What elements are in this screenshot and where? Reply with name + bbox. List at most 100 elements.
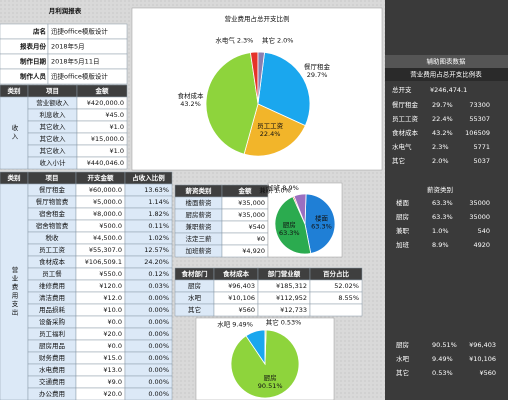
cell-text: ¥120.0 bbox=[99, 282, 122, 290]
aux-text: 总开支 bbox=[392, 85, 412, 94]
info-label: 制作人员 bbox=[20, 72, 47, 81]
cell-text: 其它收入 bbox=[40, 134, 67, 143]
aux-text: 楼面 bbox=[396, 198, 410, 207]
cell-text: 24.20% bbox=[144, 258, 169, 266]
report-title: 月利润报表 bbox=[48, 6, 82, 15]
aux-text: 106509 bbox=[465, 129, 490, 137]
aux-text: 2.3% bbox=[432, 143, 449, 151]
aux-text: 厨房 bbox=[396, 340, 409, 349]
aux-text: 63.3% bbox=[432, 199, 453, 207]
slice-value: 8.9% bbox=[282, 184, 299, 192]
cell-text: ¥440,046.0 bbox=[87, 159, 124, 167]
slice-label: 员工工资 bbox=[257, 121, 284, 130]
aux-text: 餐厅租金 bbox=[392, 100, 419, 109]
slice-label: 加班 8.9% bbox=[267, 183, 299, 192]
cell-text: ¥550.0 bbox=[99, 270, 122, 278]
cell-text: 维修费用 bbox=[39, 281, 65, 290]
category-text: 营业费用支出 bbox=[10, 265, 18, 317]
cell-text: ¥420,000.0 bbox=[87, 99, 124, 107]
slice-name: 加班 bbox=[267, 183, 281, 192]
cell-text: ¥4,500.0 bbox=[93, 234, 122, 242]
cell-text: 税收 bbox=[46, 233, 60, 242]
cell-text: 厨房 bbox=[188, 281, 201, 290]
cell-text: ¥185,312 bbox=[276, 282, 307, 290]
cell-text: 0.00% bbox=[148, 354, 169, 362]
cell-text: 12.57% bbox=[144, 246, 169, 254]
aux-text: 厨房 bbox=[396, 212, 409, 221]
info-label: 制作日期 bbox=[20, 57, 47, 66]
aux-text: 薪资类别 bbox=[427, 185, 453, 194]
cell-text: 水电费用 bbox=[39, 365, 65, 374]
cell-text: 0.00% bbox=[148, 390, 169, 398]
aux-text: 加班 bbox=[396, 240, 410, 249]
cell-text: ¥35,000 bbox=[238, 199, 265, 207]
aux-text: 55307 bbox=[469, 115, 490, 123]
info-value: 2018年5月 bbox=[51, 42, 85, 51]
cell-text: 员工工资 bbox=[39, 245, 66, 254]
cell-text: ¥500.0 bbox=[99, 222, 122, 230]
cell-text: 0.00% bbox=[148, 366, 169, 374]
cell-text: ¥1.0 bbox=[110, 147, 124, 155]
aux-text: 水电气 bbox=[392, 142, 412, 151]
chart-title: 营业费用占总开支比例 bbox=[225, 14, 290, 23]
slice-label: 厨房 bbox=[283, 220, 296, 229]
slice-value: 90.51% bbox=[258, 382, 283, 390]
pie-slice bbox=[257, 51, 311, 127]
cell-text: 1.14% bbox=[148, 198, 169, 206]
pie-slice bbox=[304, 193, 336, 254]
cell-text: 其它收入 bbox=[40, 122, 67, 131]
aux-text: 5037 bbox=[473, 157, 490, 165]
cell bbox=[309, 303, 363, 317]
cell-text: ¥12,733 bbox=[280, 306, 307, 314]
pie-slice bbox=[243, 103, 306, 157]
aux-text: 90.51% bbox=[432, 341, 457, 349]
cell-text: 餐厅租金 bbox=[39, 185, 66, 194]
cell-text: 0.00% bbox=[148, 294, 169, 302]
header-text: 占收入比例 bbox=[132, 173, 165, 182]
info-label: 店名 bbox=[33, 27, 46, 36]
cell-text: ¥20.0 bbox=[103, 390, 122, 398]
header-text: 项目 bbox=[46, 86, 59, 95]
cell-text: 用品损耗 bbox=[39, 305, 66, 314]
pie-slice bbox=[205, 52, 259, 155]
cell-text: 0.00% bbox=[148, 306, 169, 314]
cell-text: 1.82% bbox=[148, 210, 169, 218]
aux-text: 8.9% bbox=[432, 241, 449, 249]
header-text: 类别 bbox=[8, 173, 22, 182]
info-value: 迅捷office模版设计 bbox=[51, 72, 108, 81]
aux-text: 其它 bbox=[396, 368, 409, 377]
cell-text: 食材成本 bbox=[39, 257, 66, 266]
slice-value: 63.3% bbox=[311, 223, 332, 231]
slice-label: 其它 2.0% bbox=[262, 36, 294, 45]
cell-text: 0.00% bbox=[148, 378, 169, 386]
slice-value: 63.3% bbox=[279, 229, 300, 237]
cell-text: 0.00% bbox=[148, 318, 169, 326]
info-value: 2018年5月11日 bbox=[51, 57, 99, 66]
slice-value: 1.0% bbox=[274, 186, 291, 194]
cell-text: 厨房用品 bbox=[39, 341, 65, 350]
cell-text: ¥8,000.0 bbox=[93, 210, 122, 218]
header-text: 食材成本 bbox=[222, 269, 250, 278]
cell bbox=[47, 68, 128, 85]
aux-text: ¥96,403 bbox=[469, 341, 496, 349]
cell-text: 餐厅物管费 bbox=[36, 197, 69, 206]
cell-text: 清洁费用 bbox=[39, 293, 65, 302]
cell-text: ¥540 bbox=[248, 223, 265, 231]
cell-text: 8.55% bbox=[338, 294, 359, 302]
cell-text: 52.02% bbox=[334, 282, 359, 290]
slice-label: 水电气 2.3% bbox=[215, 36, 253, 45]
header-text: 百分占比 bbox=[323, 269, 350, 278]
cell-text: ¥60,000.0 bbox=[89, 186, 122, 194]
slice-label: 楼面 bbox=[315, 214, 329, 223]
slice-value: 29.7% bbox=[307, 71, 328, 79]
cell-text: 收入小计 bbox=[40, 158, 67, 167]
aux-text: 员工工资 bbox=[392, 114, 419, 123]
pie-slice bbox=[257, 51, 265, 105]
cell-text: 13.63% bbox=[144, 186, 169, 194]
cell-text: 0.00% bbox=[148, 342, 169, 350]
cell-text: 财务费用 bbox=[39, 353, 65, 362]
slice-value: 2.0% bbox=[277, 37, 294, 45]
slice-value: 22.4% bbox=[260, 130, 281, 138]
aux-title-bar bbox=[385, 55, 508, 68]
cell-text: ¥96,403 bbox=[228, 282, 255, 290]
